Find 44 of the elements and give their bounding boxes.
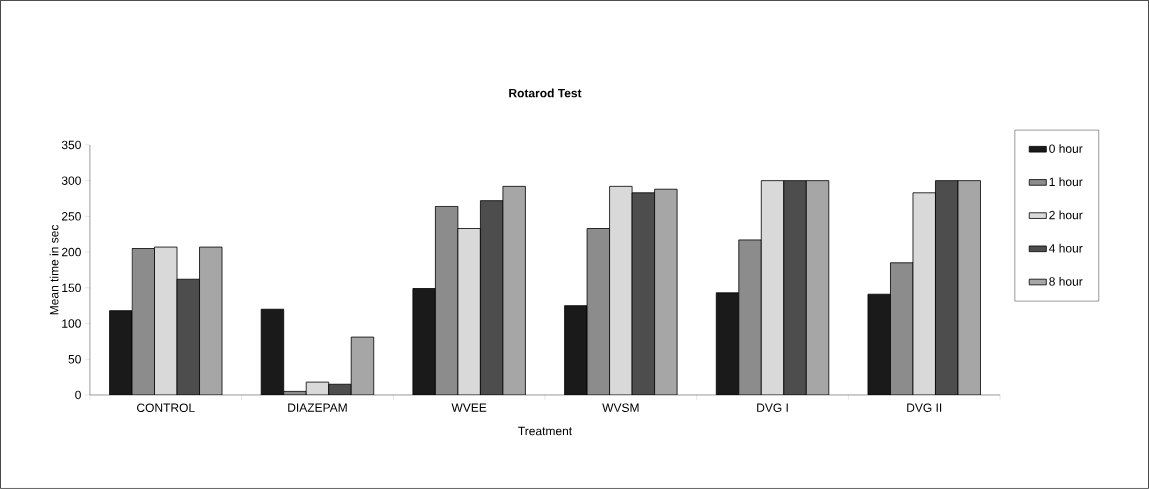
y-tick-label: 50 — [68, 355, 81, 364]
bar — [480, 200, 504, 396]
bar — [715, 292, 740, 396]
x-tick-label: CONTROL — [137, 403, 195, 413]
bar — [260, 308, 285, 396]
bar — [805, 180, 830, 396]
y-tick-label: 100 — [62, 319, 81, 328]
x-tick-label: WVSM — [602, 403, 639, 413]
bar — [631, 192, 655, 396]
bar — [502, 186, 526, 396]
bar — [609, 186, 633, 396]
bar — [783, 180, 807, 396]
y-tick-label: 350 — [61, 140, 81, 150]
bar — [350, 336, 375, 396]
bar — [457, 228, 481, 396]
bar — [176, 278, 200, 396]
bar — [199, 246, 223, 396]
y-tick-label: 150 — [62, 283, 81, 293]
legend-label: 1 hour — [1049, 177, 1083, 187]
bar — [760, 180, 785, 396]
chart-title: Rotarod Test — [509, 88, 582, 98]
y-tick-label: 300 — [61, 176, 81, 185]
bar — [654, 188, 678, 396]
x-axis-title: Treatment — [518, 426, 573, 436]
x-tick-label: DVG II — [907, 403, 942, 413]
bar — [564, 305, 588, 396]
y-axis-title: Mean time in sec — [49, 224, 59, 315]
bar — [109, 310, 133, 396]
legend-label: 8 hour — [1049, 276, 1083, 286]
x-tick-label: DIAZEPAM — [288, 403, 347, 412]
legend-label: 0 hour — [1049, 144, 1083, 153]
y-tick-label: 250 — [61, 212, 81, 221]
legend-label: 2 hour — [1049, 210, 1083, 220]
x-tick-label: DVG I — [757, 403, 788, 413]
bar — [957, 180, 981, 396]
bar — [912, 192, 936, 396]
y-tick-label: 200 — [61, 247, 81, 257]
legend-label: 4 hour — [1049, 243, 1083, 253]
x-tick-label: WVEE — [451, 403, 487, 412]
bar — [935, 180, 959, 396]
bar — [412, 288, 436, 396]
bar — [867, 293, 891, 396]
bar — [154, 246, 178, 396]
y-tick-label: 0 — [75, 390, 81, 400]
